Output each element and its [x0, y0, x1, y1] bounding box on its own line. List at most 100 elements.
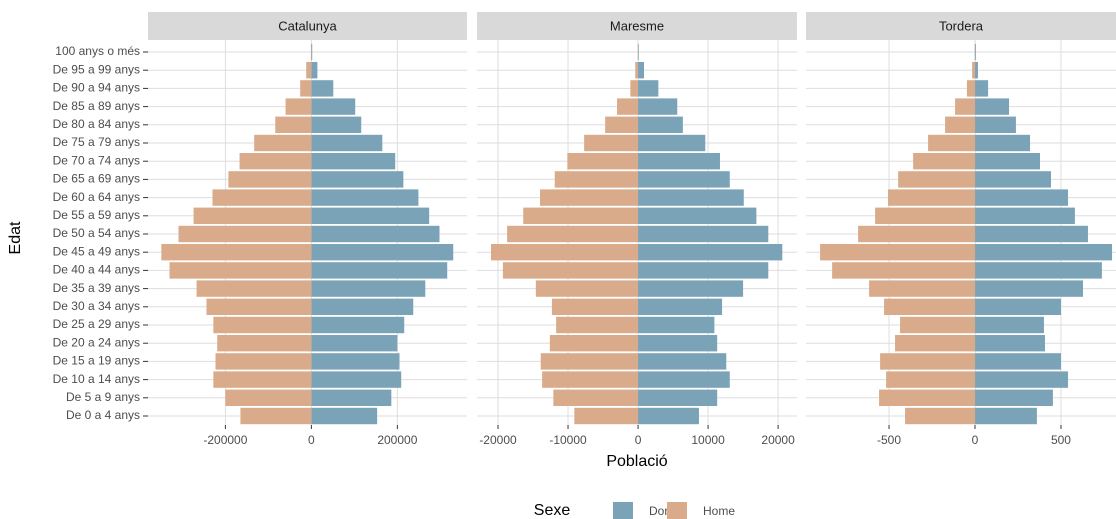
y-tick-label: De 30 a 34 anys	[53, 299, 140, 313]
bar	[945, 116, 976, 133]
bar	[311, 153, 396, 170]
bar	[306, 62, 312, 79]
bar	[638, 116, 683, 133]
bar	[638, 43, 639, 61]
bar	[311, 353, 400, 370]
bar	[895, 335, 976, 352]
bar	[169, 262, 312, 279]
x-tick-label: -10000	[549, 433, 587, 447]
bar	[638, 153, 720, 170]
bar	[928, 134, 976, 152]
bar	[311, 62, 318, 79]
panel-title: Tordera	[939, 18, 984, 33]
x-axis-label: Població	[606, 453, 667, 470]
x-tick-label: 500	[1051, 433, 1071, 447]
bar	[975, 43, 976, 61]
x-tick-label: 0	[308, 433, 315, 447]
bar	[638, 189, 744, 206]
bar	[638, 371, 730, 388]
bar	[535, 280, 639, 297]
legend-title: Sexe	[534, 502, 571, 519]
bar	[311, 116, 362, 133]
x-tick-label: 10000	[691, 433, 725, 447]
bar	[213, 316, 312, 334]
bar	[311, 389, 392, 406]
bar	[540, 353, 639, 370]
bar	[542, 371, 639, 388]
legend-label: Home	[703, 504, 735, 518]
legend-swatch	[613, 502, 633, 519]
bar	[553, 389, 639, 406]
bar	[311, 280, 426, 297]
legend-swatch	[667, 502, 687, 519]
bar	[638, 98, 678, 115]
bar	[554, 171, 639, 188]
bar	[638, 171, 730, 188]
y-tick-label: De 10 a 14 anys	[53, 372, 140, 386]
x-tick-label: -200000	[203, 433, 247, 447]
bar	[605, 116, 639, 133]
y-tick-label: De 60 a 64 anys	[53, 190, 140, 204]
bar	[311, 316, 405, 334]
bar	[975, 298, 1061, 315]
bar	[858, 225, 976, 243]
bar	[955, 98, 976, 115]
bar	[213, 371, 312, 388]
bar	[638, 407, 699, 425]
bar	[638, 134, 706, 152]
y-tick-label: 100 anys o més	[55, 44, 140, 58]
bar	[617, 98, 639, 115]
bar	[638, 316, 715, 334]
bar	[975, 244, 1113, 261]
bar	[225, 389, 312, 406]
bar	[869, 280, 976, 297]
bar	[905, 407, 976, 425]
bar	[975, 116, 1016, 133]
bar	[875, 207, 976, 224]
bar	[217, 335, 312, 352]
y-tick-label: De 35 a 39 anys	[53, 281, 140, 295]
bar	[638, 62, 645, 79]
bar	[300, 80, 312, 97]
bar	[491, 244, 639, 261]
bar	[975, 353, 1061, 370]
strip	[806, 12, 1116, 40]
x-tick-label: 0	[635, 433, 642, 447]
y-tick-label: De 50 a 54 anys	[53, 226, 140, 240]
y-tick-label: De 85 a 89 anys	[53, 99, 140, 113]
bar	[556, 316, 639, 334]
bar	[975, 280, 1083, 297]
y-tick-label: De 25 a 29 anys	[53, 317, 140, 331]
strip	[148, 12, 467, 40]
y-tick-label: De 70 a 74 anys	[53, 153, 140, 167]
bar	[285, 98, 312, 115]
bar	[886, 371, 976, 388]
bar	[975, 407, 1037, 425]
bar	[193, 207, 312, 224]
bar	[311, 262, 448, 279]
bar	[975, 262, 1102, 279]
bar	[638, 80, 659, 97]
bar	[311, 171, 404, 188]
bar	[178, 225, 312, 243]
y-tick-label: De 80 a 84 anys	[53, 117, 140, 131]
bar	[966, 80, 976, 97]
bar	[638, 389, 718, 406]
bar	[638, 353, 727, 370]
bar	[975, 153, 1041, 170]
x-tick-label: 20000	[761, 433, 795, 447]
bar	[638, 335, 718, 352]
bar	[206, 298, 312, 315]
bar	[311, 298, 414, 315]
y-tick-label: De 65 a 69 anys	[53, 172, 140, 186]
bar	[975, 98, 1010, 115]
bar	[913, 153, 976, 170]
bar	[567, 153, 639, 170]
y-tick-label: De 5 a 9 anys	[66, 390, 140, 404]
bar	[975, 389, 1053, 406]
bar	[311, 134, 383, 152]
bar	[161, 244, 312, 261]
bar	[635, 62, 639, 79]
bar	[239, 153, 312, 170]
